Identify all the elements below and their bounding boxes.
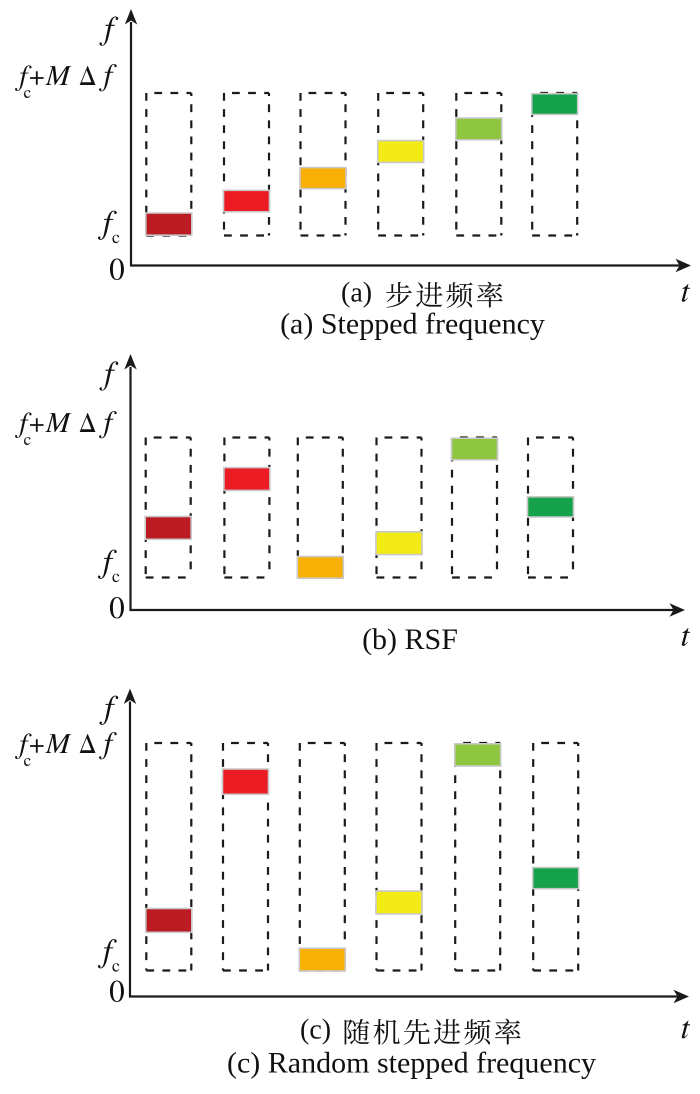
svg-text:(a): (a): [341, 277, 372, 308]
svg-text:(b) RSF: (b) RSF: [362, 623, 458, 656]
svg-text:(a) Stepped frequency: (a) Stepped frequency: [280, 308, 545, 341]
svg-text:(c): (c): [300, 1014, 331, 1045]
svg-text:(c) Random stepped frequency: (c) Random stepped frequency: [227, 1047, 596, 1080]
